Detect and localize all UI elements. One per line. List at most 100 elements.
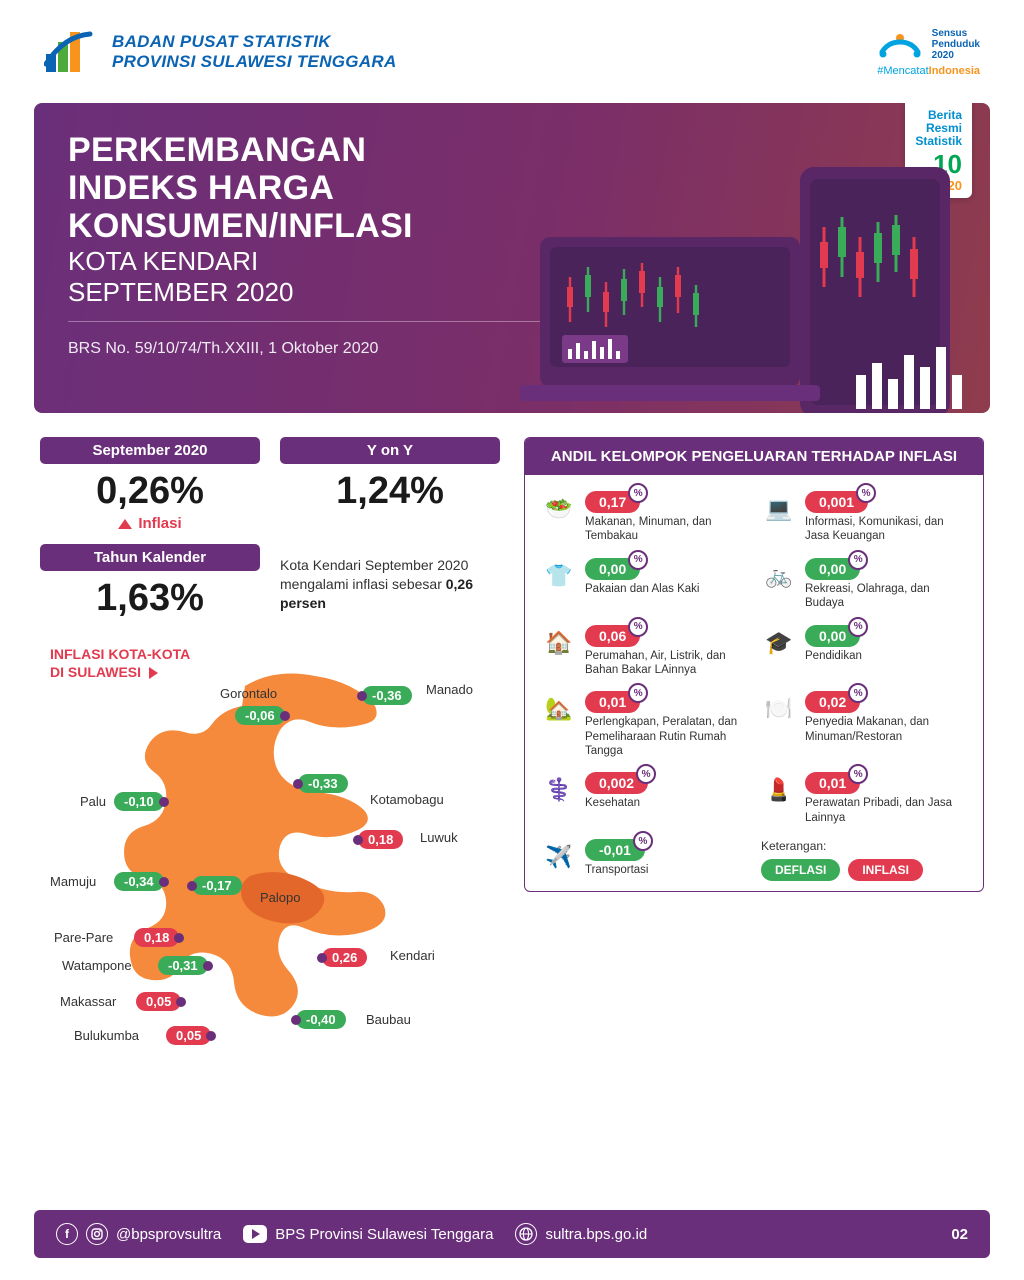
category-value: 0,001% [805, 491, 868, 513]
city-label: Watampone [62, 958, 132, 973]
footer-web: sultra.bps.go.id [515, 1223, 647, 1245]
city-value-pill: -0,36 [362, 686, 412, 705]
header: BADAN PUSAT STATISTIK PROVINSI SULAWESI … [0, 0, 1024, 87]
category-label: Perumahan, Air, Listrik, dan Bahan Bakar… [585, 649, 747, 678]
facebook-icon: f [56, 1223, 78, 1245]
category-value: 0,06% [585, 625, 640, 647]
sensus-l2: Penduduk [932, 39, 980, 50]
category-label: Kesehatan [585, 796, 648, 810]
panel-title: ANDIL KELOMPOK PENGELUARAN TERHADAP INFL… [525, 438, 983, 475]
city-dot-icon [176, 997, 186, 1007]
footer-bar: f @bpsprovsultra BPS Provinsi Sulawesi T… [34, 1210, 990, 1258]
category-value: 0,00% [805, 558, 860, 580]
stat-kal-value: 1,63% [40, 577, 260, 620]
city-value-pill: -0,17 [192, 876, 242, 895]
percent-badge-icon: % [856, 483, 876, 503]
percent-badge-icon: % [633, 831, 653, 851]
stat-mom: September 2020 0,26% Inflasi [40, 437, 260, 532]
city-label: Baubau [366, 1012, 411, 1027]
percent-badge-icon: % [636, 764, 656, 784]
city-label: Gorontalo [220, 686, 277, 701]
sulawesi-map: INFLASI KOTA-KOTA DI SULAWESI Gorontalo-… [40, 646, 500, 1086]
hero-banner: Berita Resmi Statistik 10 2020 PERKEMBAN… [34, 103, 990, 413]
category-label: Pakaian dan Alas Kaki [585, 582, 699, 596]
percent-badge-icon: % [848, 764, 868, 784]
city-label: Makassar [60, 994, 116, 1009]
category-icon: 👕 [541, 558, 577, 594]
category-label: Transportasi [585, 863, 649, 877]
org-line2: PROVINSI SULAWESI TENGGARA [112, 52, 397, 72]
category-icon: 💄 [761, 772, 797, 808]
city-value-pill: 0,05 [136, 992, 181, 1011]
city-label: Kendari [390, 948, 435, 963]
stat-mom-flag: Inflasi [40, 515, 260, 532]
city-value-pill: 0,05 [166, 1026, 211, 1045]
footer-youtube: BPS Provinsi Sulawesi Tenggara [243, 1225, 493, 1243]
category-icon: ✈️ [541, 839, 577, 875]
category-item: 💄0,01%Perawatan Pribadi, dan Jasa Lainny… [761, 772, 967, 825]
category-icon: 💻 [761, 491, 797, 527]
category-icon: 🎓 [761, 625, 797, 661]
category-value: 0,01% [585, 691, 640, 713]
city-value-pill: -0,33 [298, 774, 348, 793]
city-value-pill: -0,06 [235, 706, 285, 725]
hashtag-a: #Mencatat [877, 65, 928, 77]
city-dot-icon [293, 779, 303, 789]
stat-mom-value: 0,26% [40, 470, 260, 513]
category-item: 🏠0,06%Perumahan, Air, Listrik, dan Bahan… [541, 625, 747, 678]
stat-kalender: Tahun Kalender 1,63% [40, 544, 260, 620]
city-dot-icon [206, 1031, 216, 1041]
hero-sub-2: SEPTEMBER 2020 [68, 278, 956, 307]
category-item: 🍽️0,02%Penyedia Makanan, dan Minuman/Res… [761, 691, 967, 758]
sensus-icon [876, 30, 924, 60]
hero-title-3: KONSUMEN/INFLASI [68, 207, 956, 245]
hero-title-1: PERKEMBANGAN [68, 131, 956, 169]
category-icon: ⚕️ [541, 772, 577, 808]
andil-panel: ANDIL KELOMPOK PENGELUARAN TERHADAP INFL… [524, 437, 984, 892]
category-item: 👕0,00%Pakaian dan Alas Kaki [541, 558, 747, 611]
page-number: 02 [951, 1226, 968, 1243]
city-value-pill: 0,18 [358, 830, 403, 849]
footer-social: f @bpsprovsultra [56, 1223, 221, 1245]
brs-badge-num: 10 [915, 151, 962, 177]
category-item: ✈️-0,01%Transportasi [541, 839, 747, 881]
city-label: Luwuk [420, 830, 458, 845]
org-line1: BADAN PUSAT STATISTIK [112, 32, 397, 52]
percent-badge-icon: % [628, 617, 648, 637]
city-label: Kotamobagu [370, 792, 444, 807]
city-value-pill: 0,18 [134, 928, 179, 947]
city-label: Bulukumba [74, 1028, 139, 1043]
category-item: 🏡0,01%Perlengkapan, Peralatan, dan Pemel… [541, 691, 747, 758]
city-dot-icon [291, 1015, 301, 1025]
city-dot-icon [280, 711, 290, 721]
city-value-pill: 0,26 [322, 948, 367, 967]
city-value-pill: -0,40 [296, 1010, 346, 1029]
brs-badge-year: 2020 [915, 179, 962, 192]
category-value: 0,17% [585, 491, 640, 513]
footer-yt-text: BPS Provinsi Sulawesi Tenggara [275, 1226, 493, 1243]
category-label: Makanan, Minuman, dan Tembakau [585, 515, 747, 544]
city-value-pill: -0,34 [114, 872, 164, 891]
stat-yoy-label: Y on Y [280, 437, 500, 464]
sensus-logo: Sensus Penduduk 2020 #MencatatIndonesia [876, 28, 980, 77]
category-label: Perawatan Pribadi, dan Jasa Lainnya [805, 796, 967, 825]
brs-number: BRS No. 59/10/74/Th.XXIII, 1 Oktober 202… [68, 340, 956, 358]
category-label: Informasi, Komunikasi, dan Jasa Keuangan [805, 515, 967, 544]
legend-inflasi: INFLASI [848, 859, 923, 881]
city-dot-icon [357, 691, 367, 701]
category-value: 0,02% [805, 691, 860, 713]
bps-logo: BADAN PUSAT STATISTIK PROVINSI SULAWESI … [44, 28, 397, 76]
stat-mom-label: September 2020 [40, 437, 260, 464]
bps-mark-icon [44, 28, 100, 76]
city-dot-icon [159, 877, 169, 887]
city-label: Mamuju [50, 874, 96, 889]
brs-badge-l3: Statistik [915, 135, 962, 148]
brs-badge: Berita Resmi Statistik 10 2020 [905, 103, 972, 198]
city-label: Manado [426, 682, 473, 697]
sensus-l3: 2020 [932, 50, 980, 61]
hero-sub-1: KOTA KENDARI [68, 247, 956, 276]
hero-title-2: INDEKS HARGA [68, 169, 956, 207]
footer-web-text: sultra.bps.go.id [545, 1226, 647, 1243]
stat-kal-label: Tahun Kalender [40, 544, 260, 571]
city-dot-icon [174, 933, 184, 943]
